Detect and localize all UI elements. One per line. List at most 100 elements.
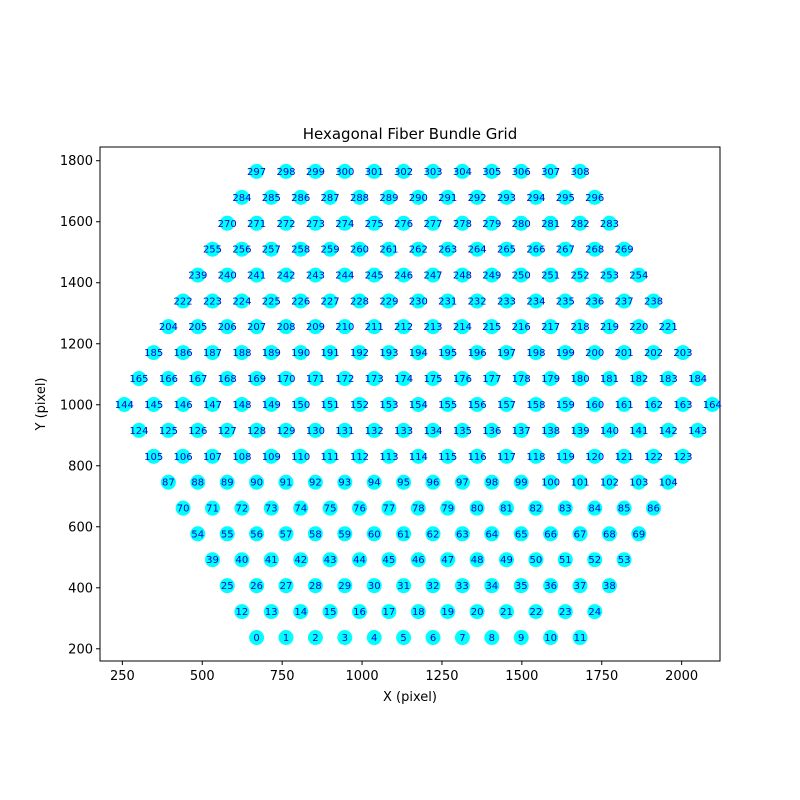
fiber-point-label: 219 (600, 322, 619, 333)
fiber-point-label: 199 (556, 348, 575, 359)
fiber-point (307, 630, 323, 646)
fiber-point-label: 91 (280, 478, 293, 489)
y-tick-label: 1800 (60, 154, 93, 169)
fiber-point-label: 177 (482, 374, 501, 385)
fiber-point-label: 237 (615, 297, 634, 308)
x-axis-label: X (pixel) (383, 690, 437, 705)
fiber-point-label: 37 (574, 581, 587, 592)
fiber-point (381, 552, 397, 568)
y-tick-label: 600 (68, 520, 93, 535)
fiber-point (469, 293, 485, 309)
fiber-point (396, 630, 412, 646)
fiber-point (293, 189, 309, 205)
fiber-point (396, 371, 412, 387)
fiber-point (631, 319, 647, 335)
fiber-point (160, 371, 176, 387)
fiber-point (440, 552, 456, 568)
fiber-point-label: 119 (556, 452, 575, 463)
fiber-point-label: 286 (291, 193, 310, 204)
fiber-point-label: 292 (468, 193, 487, 204)
fiber-point-label: 84 (588, 504, 601, 515)
fiber-point (307, 578, 323, 594)
fiber-point-label: 39 (206, 555, 219, 566)
fiber-point (278, 630, 294, 646)
fiber-point (440, 293, 456, 309)
fiber-point-label: 28 (309, 581, 322, 592)
fiber-point-label: 124 (129, 426, 148, 437)
fiber-point-label: 271 (247, 219, 266, 230)
fiber-point-label: 87 (162, 478, 175, 489)
y-tick-label: 200 (68, 642, 93, 657)
fiber-point (484, 371, 500, 387)
fiber-point-label: 26 (250, 581, 263, 592)
fiber-point (219, 422, 235, 438)
fiber-point (528, 293, 544, 309)
fiber-point (190, 371, 206, 387)
fiber-point (601, 319, 617, 335)
fiber-point-label: 157 (497, 400, 516, 411)
fiber-point (631, 526, 647, 542)
fiber-point-label: 162 (644, 400, 663, 411)
fiber-point-label: 304 (453, 167, 472, 178)
fiber-point (616, 241, 632, 257)
fiber-point-label: 8 (489, 633, 495, 644)
fiber-point-label: 249 (482, 271, 501, 282)
fiber-point-label: 299 (306, 167, 325, 178)
fiber-point-label: 235 (556, 297, 575, 308)
fiber-point-label: 222 (174, 297, 193, 308)
fiber-point-label: 233 (497, 297, 516, 308)
fiber-point (499, 500, 515, 516)
x-tick-label: 250 (110, 669, 135, 684)
fiber-point-label: 145 (144, 400, 163, 411)
fiber-point-label: 165 (129, 374, 148, 385)
fiber-point-label: 308 (570, 167, 589, 178)
fiber-point-label: 206 (218, 322, 237, 333)
fiber-point-label: 184 (688, 374, 707, 385)
x-tick-label: 1000 (346, 669, 379, 684)
fiber-point-label: 57 (280, 529, 293, 540)
fiber-point-label: 198 (526, 348, 545, 359)
fiber-point-label: 142 (659, 426, 678, 437)
fiber-point-label: 277 (423, 219, 442, 230)
fiber-point-label: 240 (218, 271, 237, 282)
fiber-point (410, 189, 426, 205)
fiber-point (704, 396, 720, 412)
fiber-point (337, 163, 353, 179)
fiber-point-label: 68 (603, 529, 616, 540)
fiber-point-label: 122 (644, 452, 663, 463)
fiber-point (557, 293, 573, 309)
fiber-point (425, 474, 441, 490)
y-tick-label: 400 (68, 581, 93, 596)
fiber-point-label: 203 (673, 348, 692, 359)
fiber-point-label: 62 (427, 529, 440, 540)
fiber-point-label: 70 (177, 504, 190, 515)
fiber-point-label: 102 (600, 478, 619, 489)
fiber-point (410, 604, 426, 620)
fiber-point-label: 42 (294, 555, 307, 566)
fiber-point (469, 604, 485, 620)
fiber-point-label: 47 (441, 555, 454, 566)
fiber-point-label: 82 (530, 504, 543, 515)
fiber-point (557, 345, 573, 361)
fiber-point (572, 215, 588, 231)
fiber-point-label: 4 (371, 633, 377, 644)
fiber-point-label: 269 (615, 245, 634, 256)
fiber-point-label: 103 (629, 478, 648, 489)
fiber-point (381, 500, 397, 516)
fiber-point (690, 371, 706, 387)
fiber-point (513, 319, 529, 335)
fiber-point-label: 27 (280, 581, 293, 592)
fiber-point (484, 526, 500, 542)
x-tick-label: 500 (190, 669, 215, 684)
fiber-point (587, 604, 603, 620)
fiber-point-label: 7 (459, 633, 465, 644)
fiber-point-label: 246 (394, 271, 413, 282)
fiber-point (352, 396, 368, 412)
fiber-point-label: 262 (409, 245, 428, 256)
fiber-point (219, 474, 235, 490)
y-tick-label: 800 (68, 459, 93, 474)
fiber-point (146, 345, 162, 361)
fiber-point (425, 163, 441, 179)
fiber-point-label: 65 (515, 529, 528, 540)
fiber-point (646, 293, 662, 309)
